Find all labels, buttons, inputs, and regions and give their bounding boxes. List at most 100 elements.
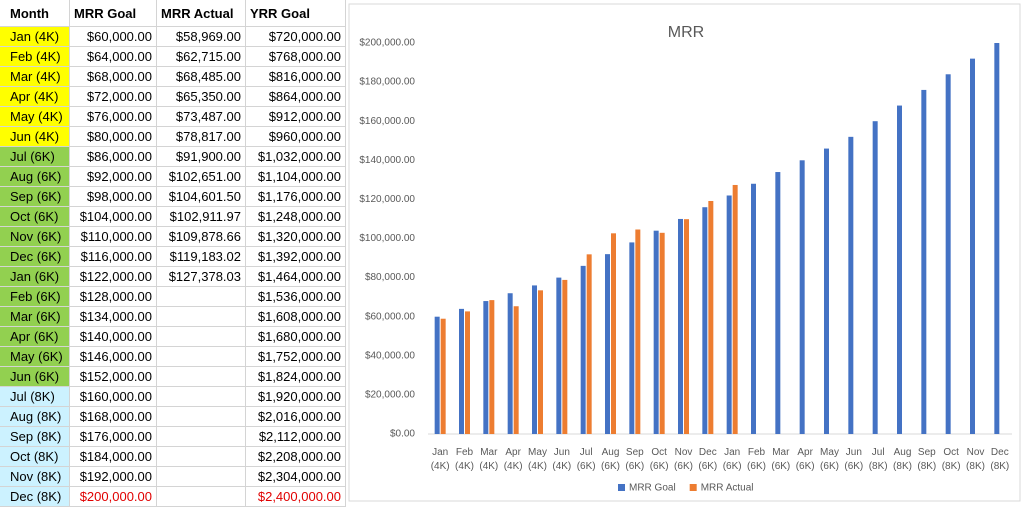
- bar: [434, 316, 440, 434]
- table-cell: Jul (8K): [0, 387, 70, 406]
- bar: [726, 195, 732, 434]
- table-cell: $1,680,000.00: [246, 327, 346, 346]
- table-cell: [157, 427, 246, 446]
- table-row: Feb (4K) $64,000.00 $62,715.00 $768,000.00: [0, 47, 346, 67]
- column-header: YRR Goal: [246, 0, 346, 26]
- table-row: Feb (6K) $128,000.00 $1,536,000.00: [0, 287, 346, 307]
- bar: [684, 219, 689, 434]
- bar: [629, 242, 635, 434]
- bar: [994, 43, 1000, 434]
- y-tick-label: $20,000.00: [365, 390, 415, 401]
- table-cell: $65,350.00: [157, 87, 246, 106]
- bar: [538, 290, 543, 434]
- x-tick-label: Jun (4K): [552, 447, 571, 472]
- table-cell: $102,911.97: [157, 207, 246, 226]
- bar: [586, 254, 592, 434]
- bar: [732, 184, 738, 434]
- table-row: Oct (8K) $184,000.00 $2,208,000.00: [0, 447, 346, 467]
- table-cell: $912,000.00: [246, 107, 346, 126]
- chart-title: MRR: [668, 24, 704, 41]
- table-cell: $200,000.00: [70, 487, 157, 506]
- x-tick-label: Sep (6K): [625, 447, 644, 472]
- table-cell: Jan (4K): [0, 27, 70, 46]
- table-cell: $116,000.00: [70, 247, 157, 266]
- x-tick-label: Mar (6K): [771, 447, 790, 472]
- bar: [921, 89, 927, 435]
- table-cell: $1,536,000.00: [246, 287, 346, 306]
- bar: [507, 293, 513, 434]
- bar: [848, 136, 854, 434]
- table-cell: Dec (8K): [0, 487, 70, 506]
- y-tick-label: $60,000.00: [365, 311, 415, 322]
- table-cell: $98,000.00: [70, 187, 157, 206]
- table-cell: $128,000.00: [70, 287, 157, 306]
- table-cell: $1,248,000.00: [246, 207, 346, 226]
- x-tick-label: Aug (6K): [601, 447, 620, 472]
- table-cell: $104,601.50: [157, 187, 246, 206]
- table-row: Jun (6K) $152,000.00 $1,824,000.00: [0, 367, 346, 387]
- table-row: Jun (4K) $80,000.00 $78,817.00 $960,000.00: [0, 127, 346, 147]
- table-cell: Oct (6K): [0, 207, 70, 226]
- table-row: Jan (4K) $60,000.00 $58,969.00 $720,000.00: [0, 27, 346, 47]
- table-cell: $72,000.00: [70, 87, 157, 106]
- table-cell: $80,000.00: [70, 127, 157, 146]
- x-tick-label: Jul (8K): [869, 447, 888, 472]
- table-row: May (6K) $146,000.00 $1,752,000.00: [0, 347, 346, 367]
- bar: [611, 233, 616, 434]
- bar: [483, 301, 489, 434]
- bar: [708, 200, 714, 434]
- y-tick-label: $180,000.00: [359, 77, 415, 88]
- table-cell: [157, 387, 246, 406]
- table-cell: $168,000.00: [70, 407, 157, 426]
- table-cell: $2,208,000.00: [246, 447, 346, 466]
- table-row: Sep (6K) $98,000.00 $104,601.50 $1,176,000.…: [0, 187, 346, 207]
- x-tick-label: Nov (8K): [966, 447, 985, 472]
- x-tick-label: May (4K): [528, 447, 547, 472]
- bar: [799, 160, 805, 435]
- table-cell: $64,000.00: [70, 47, 157, 66]
- table-cell: $1,752,000.00: [246, 347, 346, 366]
- table-cell: Sep (6K): [0, 187, 70, 206]
- table-row: Aug (8K) $168,000.00 $2,016,000.00: [0, 407, 346, 427]
- table-row: Jan (6K) $122,000.00 $127,378.03 $1,464,000…: [0, 267, 346, 287]
- table-cell: $2,112,000.00: [246, 427, 346, 446]
- table-cell: $1,032,000.00: [246, 147, 346, 166]
- table-cell: Jul (6K): [0, 147, 70, 166]
- table-cell: $78,817.00: [157, 127, 246, 146]
- x-tick-label: Aug (8K): [893, 447, 912, 472]
- bar: [945, 74, 951, 434]
- y-tick-label: $40,000.00: [365, 350, 415, 361]
- bar: [751, 183, 756, 434]
- bar: [872, 121, 878, 434]
- x-tick-label: Dec (6K): [698, 447, 717, 472]
- legend-label: MRR Goal: [629, 483, 676, 494]
- table-row: Sep (8K) $176,000.00 $2,112,000.00: [0, 427, 346, 447]
- bar: [653, 230, 659, 434]
- table-row: Dec (6K) $116,000.00 $119,183.02 $1,392,000…: [0, 247, 346, 267]
- column-header: MRR Goal: [70, 0, 157, 26]
- x-tick-label: Apr (6K): [796, 447, 815, 472]
- table-row: Nov (8K) $192,000.00 $2,304,000.00: [0, 467, 346, 487]
- table-row: Aug (6K) $92,000.00 $102,651.00 $1,104,000.…: [0, 167, 346, 187]
- table-cell: $176,000.00: [70, 427, 157, 446]
- table-cell: $768,000.00: [246, 47, 346, 66]
- table-row: Nov (6K) $110,000.00 $109,878.66 $1,320,000…: [0, 227, 346, 247]
- legend-label: MRR Actual: [701, 483, 754, 494]
- table-cell: Jun (4K): [0, 127, 70, 146]
- bar: [489, 300, 495, 434]
- table-cell: May (4K): [0, 107, 70, 126]
- table-cell: Jun (6K): [0, 367, 70, 386]
- table-cell: $184,000.00: [70, 447, 157, 466]
- table-cell: $816,000.00: [246, 67, 346, 86]
- x-tick-label: Oct (6K): [650, 447, 669, 472]
- table-row: Jul (8K) $160,000.00 $1,920,000.00: [0, 387, 346, 407]
- table-cell: Oct (8K): [0, 447, 70, 466]
- x-tick-label: Jan (4K): [431, 447, 450, 472]
- table-cell: $119,183.02: [157, 247, 246, 266]
- table-row: Apr (6K) $140,000.00 $1,680,000.00: [0, 327, 346, 347]
- table-cell: $86,000.00: [70, 147, 157, 166]
- table-cell: $104,000.00: [70, 207, 157, 226]
- table-cell: $960,000.00: [246, 127, 346, 146]
- x-tick-label: Mar (4K): [479, 447, 498, 472]
- table-cell: Apr (6K): [0, 327, 70, 346]
